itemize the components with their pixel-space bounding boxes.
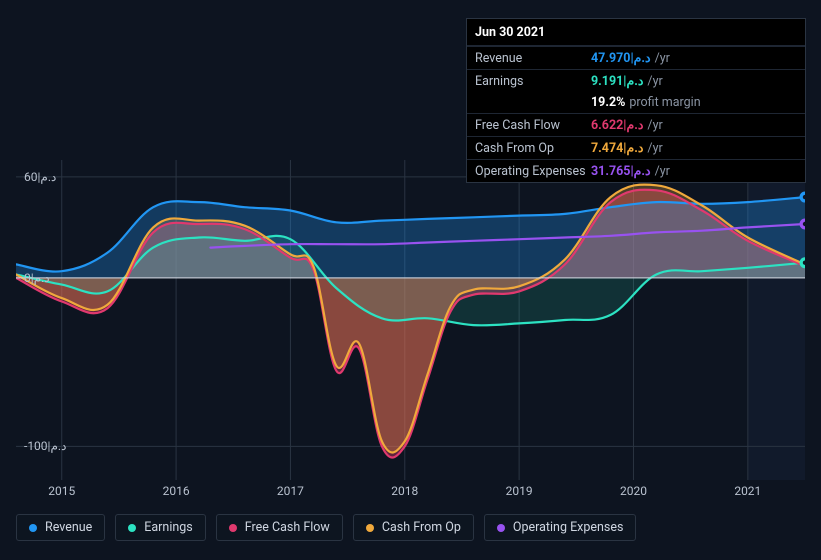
tooltip-row-value: 6.622|د.م	[591, 117, 643, 133]
chart-plot-area	[16, 160, 805, 480]
legend-item-operating_expenses[interactable]: Operating Expenses	[484, 514, 637, 541]
legend-label: Free Cash Flow	[245, 520, 330, 535]
tooltip-row-value: 19.2%	[591, 95, 625, 110]
x-tick-label: 2019	[506, 484, 533, 498]
legend-item-revenue[interactable]: Revenue	[16, 514, 105, 541]
x-tick-label: 2015	[48, 484, 75, 498]
tooltip-row-unit: /yr	[647, 74, 662, 89]
tooltip-row-value: 9.191|د.م	[591, 73, 643, 89]
x-tick-label: 2017	[277, 484, 304, 498]
tooltip-row-revenue: Revenue47.970|د.م/yr	[467, 46, 805, 69]
tooltip-row-label: Free Cash Flow	[475, 118, 591, 133]
tooltip-row-unit: /yr	[647, 118, 662, 133]
tooltip-row-value: 47.970|د.م	[591, 50, 651, 66]
legend-label: Operating Expenses	[513, 520, 624, 535]
tooltip-row-label: Cash From Op	[475, 141, 591, 156]
tooltip-row-label: Operating Expenses	[475, 164, 591, 179]
x-tick-label: 2016	[163, 484, 190, 498]
legend-dot-icon	[229, 524, 237, 532]
tooltip-row-label: Revenue	[475, 51, 591, 66]
legend-dot-icon	[497, 524, 505, 532]
legend: Revenue Earnings Free Cash Flow Cash From O…	[16, 514, 636, 541]
tooltip-row-margin: 19.2% profit margin	[467, 92, 805, 113]
y-tick-label: -100|د.م	[24, 439, 66, 453]
legend-item-cash_from_op[interactable]: Cash From Op	[353, 514, 474, 541]
tooltip-row-earnings: Earnings9.191|د.م/yr	[467, 69, 805, 92]
y-tick-label: 60|د.م	[24, 170, 56, 184]
legend-label: Earnings	[144, 520, 192, 535]
tooltip-row-free_cash_flow: Free Cash Flow6.622|د.م/yr	[467, 113, 805, 136]
x-tick-label: 2021	[734, 484, 761, 498]
legend-dot-icon	[366, 524, 374, 532]
legend-dot-icon	[29, 524, 37, 532]
legend-dot-icon	[128, 524, 136, 532]
tooltip-row-unit: /yr	[655, 164, 670, 179]
legend-item-free_cash_flow[interactable]: Free Cash Flow	[216, 514, 343, 541]
x-tick-label: 2018	[391, 484, 418, 498]
tooltip-row-operating_expenses: Operating Expenses31.765|د.م/yr	[467, 159, 805, 182]
legend-item-earnings[interactable]: Earnings	[115, 514, 205, 541]
chart-tooltip: Jun 30 2021 Revenue47.970|د.م/yrEarnings…	[466, 18, 806, 183]
legend-label: Revenue	[45, 520, 92, 535]
tooltip-row-cash_from_op: Cash From Op7.474|د.م/yr	[467, 136, 805, 159]
financials-area-chart-panel: { "chart": { "type": "area", "background…	[0, 0, 821, 560]
x-axis: 2015 2016 2017 2018 2019 2020 2021	[16, 484, 805, 502]
tooltip-row-unit: profit margin	[629, 95, 700, 110]
legend-label: Cash From Op	[382, 520, 461, 535]
y-tick-label: 0|د.م	[24, 271, 50, 285]
x-tick-label: 2020	[620, 484, 647, 498]
tooltip-date: Jun 30 2021	[467, 19, 805, 46]
chart-svg	[16, 160, 805, 480]
tooltip-row-value: 7.474|د.م	[591, 140, 643, 156]
tooltip-row-unit: /yr	[655, 51, 670, 66]
tooltip-row-value: 31.765|د.م	[591, 163, 651, 179]
tooltip-row-label: Earnings	[475, 74, 591, 89]
tooltip-row-unit: /yr	[647, 141, 662, 156]
